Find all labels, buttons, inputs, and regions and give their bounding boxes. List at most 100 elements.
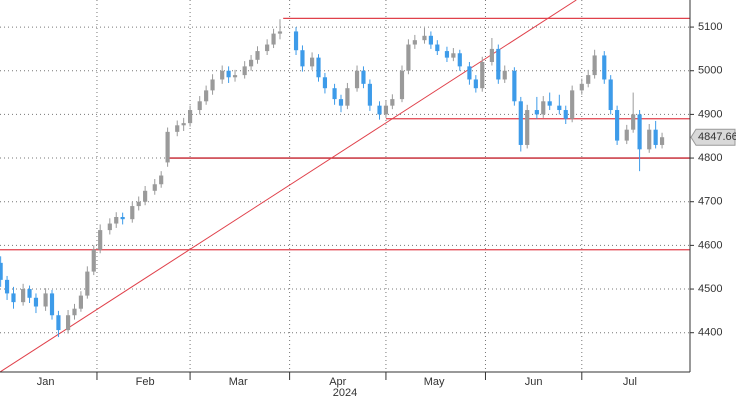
candle-body (0, 262, 3, 280)
candle-body (518, 101, 523, 145)
x-tick-label: Jan (37, 376, 55, 388)
candle-body (367, 83, 372, 106)
candle-body (428, 35, 433, 45)
y-tick-label: 4400 (698, 327, 722, 339)
candle-body (422, 35, 427, 41)
candle-body (534, 110, 539, 115)
candle-body (310, 57, 315, 67)
candle-body (300, 50, 305, 67)
candle-body (377, 105, 382, 115)
candle-body (210, 79, 215, 91)
candle-body (187, 110, 193, 124)
candle-body (496, 48, 501, 80)
candle-body (175, 125, 180, 132)
x-tick-label: Jun (525, 376, 543, 388)
y-tick-label: 4500 (698, 283, 722, 295)
y-tick-label: 4800 (698, 152, 722, 164)
candle-body (525, 110, 530, 145)
candle-body (11, 293, 16, 303)
x-tick-label: May (424, 376, 445, 388)
candle-body (226, 70, 231, 78)
candle-body (615, 110, 620, 141)
candle-body (406, 44, 411, 71)
candle-body (107, 223, 112, 231)
candle-body (608, 79, 613, 111)
x-tick-label: Feb (136, 376, 155, 388)
candle-body (467, 66, 472, 80)
candle-body (255, 51, 260, 60)
candle-body (502, 70, 507, 80)
candle-body (602, 55, 607, 80)
candle-body (43, 293, 48, 307)
candle-body (322, 77, 328, 89)
candle-body (631, 114, 636, 130)
candle-body (637, 114, 642, 150)
candle-body (412, 40, 417, 45)
y-tick-label: 5000 (698, 65, 722, 77)
y-tick-label: 5100 (698, 21, 722, 33)
candle-body (390, 99, 395, 106)
candle-body (512, 70, 517, 102)
candle-body (152, 184, 157, 191)
candle-body (489, 48, 494, 62)
candle-body (91, 249, 96, 272)
candle-body (361, 70, 366, 84)
last-price-label: 4847.66 (698, 131, 736, 143)
candle-body (563, 110, 568, 119)
candle-body (56, 315, 61, 331)
candle-body (557, 105, 562, 111)
candle-body (592, 55, 597, 76)
candle-body (354, 70, 360, 89)
candle-body (120, 217, 125, 220)
candle-body (181, 123, 186, 126)
axes: 4400 4500 4600 4700 4800 4900 5000 5100 Jan Feb Ma… (0, 0, 736, 388)
year-label: 2024 (333, 387, 357, 399)
candle-body (579, 83, 584, 91)
candle-body (451, 53, 456, 58)
candle-body (159, 175, 164, 185)
candle-body (143, 190, 148, 202)
candle-body (204, 90, 209, 102)
candle-body (332, 88, 337, 100)
candle-body (383, 105, 389, 115)
candle-body (130, 206, 135, 220)
candle-body (435, 44, 440, 52)
candle-body (78, 295, 83, 309)
candle-body (21, 289, 26, 303)
candle-body (338, 99, 344, 106)
candle-body (653, 129, 658, 145)
last-price-box (690, 128, 736, 146)
candle-body (570, 90, 575, 119)
candle-body (220, 70, 225, 80)
candle-body (33, 297, 39, 307)
candle-body (232, 75, 238, 78)
candle-body (271, 33, 276, 45)
candle-body (4, 279, 10, 294)
y-tick-label: 4700 (698, 196, 722, 208)
candle-body (541, 101, 546, 115)
candle-body (547, 101, 552, 106)
candle-body (197, 101, 202, 111)
candle-body (316, 57, 321, 78)
x-tick-label: Jul (623, 376, 637, 388)
candle-body (480, 62, 485, 89)
candle-body (473, 79, 478, 89)
candle-body (444, 51, 450, 58)
candle-body (72, 308, 77, 316)
candle-body (659, 137, 665, 145)
candle-body (136, 201, 141, 207)
candle-body (165, 131, 170, 163)
y-tick-label: 4900 (698, 108, 722, 120)
candle-body (457, 53, 462, 67)
candle-body (624, 129, 629, 141)
x-tick-label: Mar (229, 376, 248, 388)
candle-body (345, 88, 350, 106)
candle-body (65, 315, 71, 331)
plot (0, 0, 690, 372)
x-tick-label: Apr (329, 376, 346, 388)
candle-body (586, 75, 591, 84)
candle-body (27, 289, 32, 298)
candle-body (49, 293, 55, 316)
